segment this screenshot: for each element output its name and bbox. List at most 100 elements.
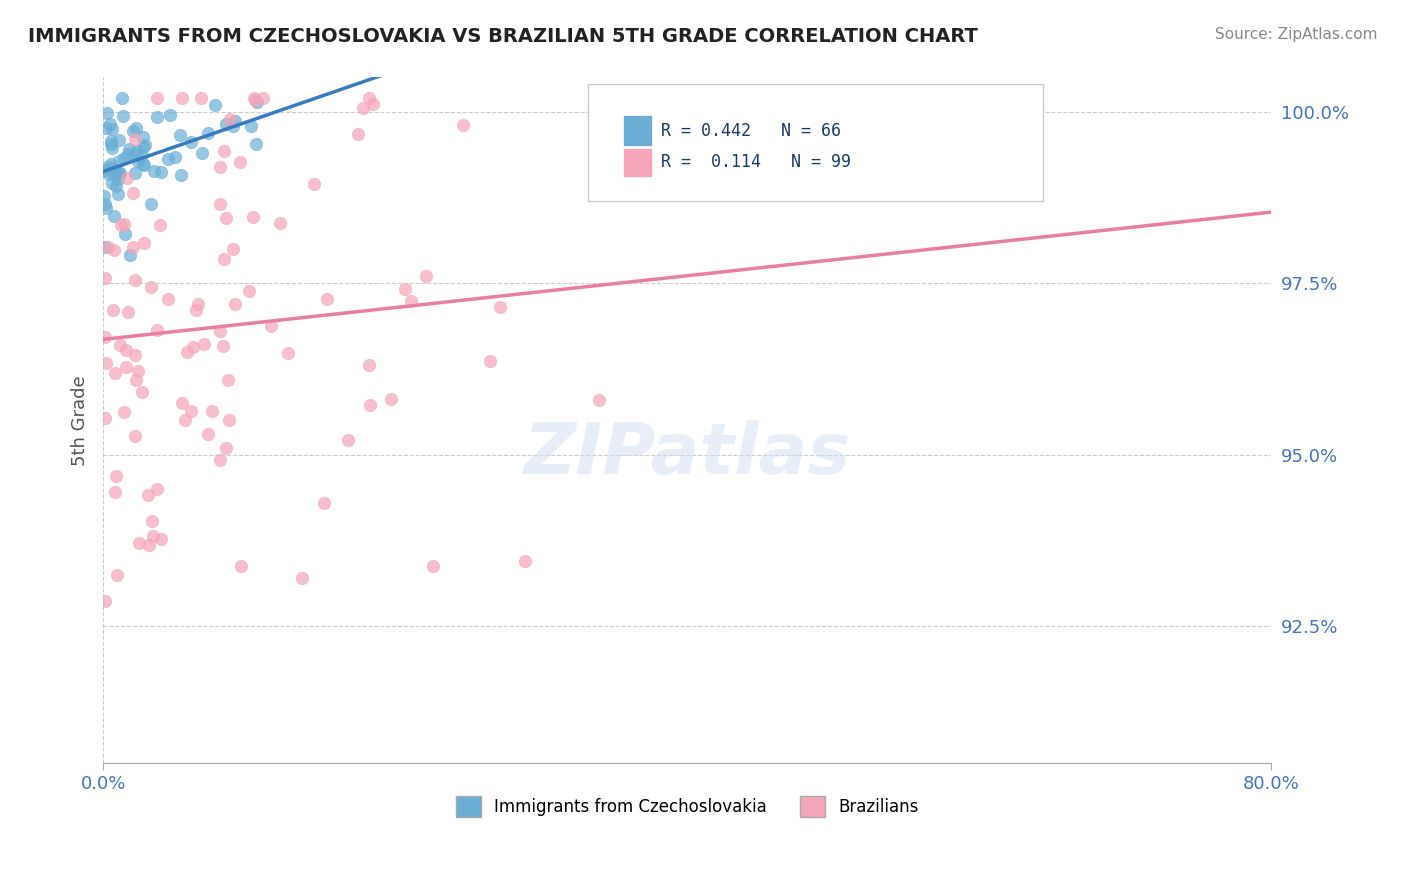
Point (103, 302, 125, 317)
Point (193, 337, 215, 351)
Point (212, 252, 235, 267)
Point (141, 280, 163, 294)
Point (107, 166, 129, 180)
Point (215, 211, 238, 225)
Point (93, 410, 115, 425)
Point (451, 118, 474, 132)
Point (176, 345, 198, 359)
Point (489, 301, 512, 315)
Point (197, 427, 219, 442)
Point (124, 146, 146, 161)
Point (117, 147, 139, 161)
Point (218, 413, 240, 427)
Point (243, 91, 266, 105)
Point (122, 123, 145, 137)
Point (93, 594, 115, 608)
Point (110, 166, 132, 180)
Point (170, 396, 193, 410)
Point (314, 496, 336, 510)
Point (149, 219, 172, 233)
Point (157, 152, 180, 166)
Point (204, 97, 226, 112)
Point (222, 119, 245, 133)
Point (259, 318, 281, 333)
Point (121, 186, 143, 200)
Point (108, 154, 131, 169)
Legend: Immigrants from Czechoslovakia, Brazilians: Immigrants from Czechoslovakia, Brazilia… (449, 789, 925, 823)
Point (118, 248, 141, 262)
Point (114, 227, 136, 241)
Point (208, 161, 231, 175)
Point (513, 554, 536, 568)
Point (96, 106, 118, 120)
Point (229, 155, 252, 169)
Point (357, 358, 380, 372)
Point (173, 413, 195, 427)
Point (112, 405, 135, 419)
Point (238, 285, 260, 299)
Point (103, 485, 125, 500)
Point (94, 329, 117, 343)
Point (128, 535, 150, 549)
Text: IMMIGRANTS FROM CZECHOSLOVAKIA VS BRAZILIAN 5TH GRADE CORRELATION CHART: IMMIGRANTS FROM CZECHOSLOVAKIA VS BRAZIL… (28, 27, 979, 45)
Point (245, 137, 267, 152)
Point (94, 201, 117, 215)
Y-axis label: 5th Grade: 5th Grade (72, 375, 89, 466)
Point (124, 429, 146, 443)
Point (180, 135, 202, 149)
Point (145, 323, 167, 337)
Point (142, 163, 165, 178)
Point (98, 117, 121, 131)
Point (110, 337, 132, 351)
Point (190, 91, 212, 105)
Point (316, 292, 339, 306)
Point (107, 172, 129, 186)
Point (302, 177, 325, 191)
Point (197, 126, 219, 140)
Point (105, 568, 128, 582)
Point (100, 156, 122, 170)
Point (139, 197, 162, 211)
Point (124, 132, 146, 146)
Point (169, 128, 191, 143)
Point (138, 538, 160, 552)
Point (104, 366, 127, 380)
Point (94, 356, 117, 370)
Point (149, 164, 172, 178)
Point (222, 242, 245, 256)
Text: Source: ZipAtlas.com: Source: ZipAtlas.com (1215, 27, 1378, 42)
Point (101, 140, 124, 154)
Point (242, 211, 264, 225)
Point (399, 293, 422, 308)
Text: R = 0.442   N = 66: R = 0.442 N = 66 (661, 122, 841, 140)
Point (97, 167, 120, 181)
Point (479, 354, 502, 368)
Point (217, 373, 239, 387)
Point (124, 166, 146, 180)
Bar (623, 148, 652, 177)
Point (170, 168, 193, 182)
Bar (623, 115, 652, 146)
Point (93, 196, 115, 211)
Point (94, 120, 117, 135)
Point (422, 559, 444, 574)
Point (105, 167, 128, 181)
Point (136, 488, 159, 502)
Point (127, 153, 149, 168)
Point (291, 571, 314, 585)
Point (132, 158, 155, 172)
Point (212, 144, 235, 158)
Point (101, 177, 124, 191)
Point (245, 93, 267, 107)
Point (117, 142, 139, 156)
Point (94, 163, 117, 178)
Point (245, 95, 267, 109)
Point (101, 161, 124, 176)
Point (110, 218, 132, 232)
Point (105, 179, 128, 194)
Point (219, 112, 242, 126)
Point (239, 120, 262, 134)
Point (269, 216, 291, 230)
Point (131, 148, 153, 162)
Point (157, 292, 180, 306)
